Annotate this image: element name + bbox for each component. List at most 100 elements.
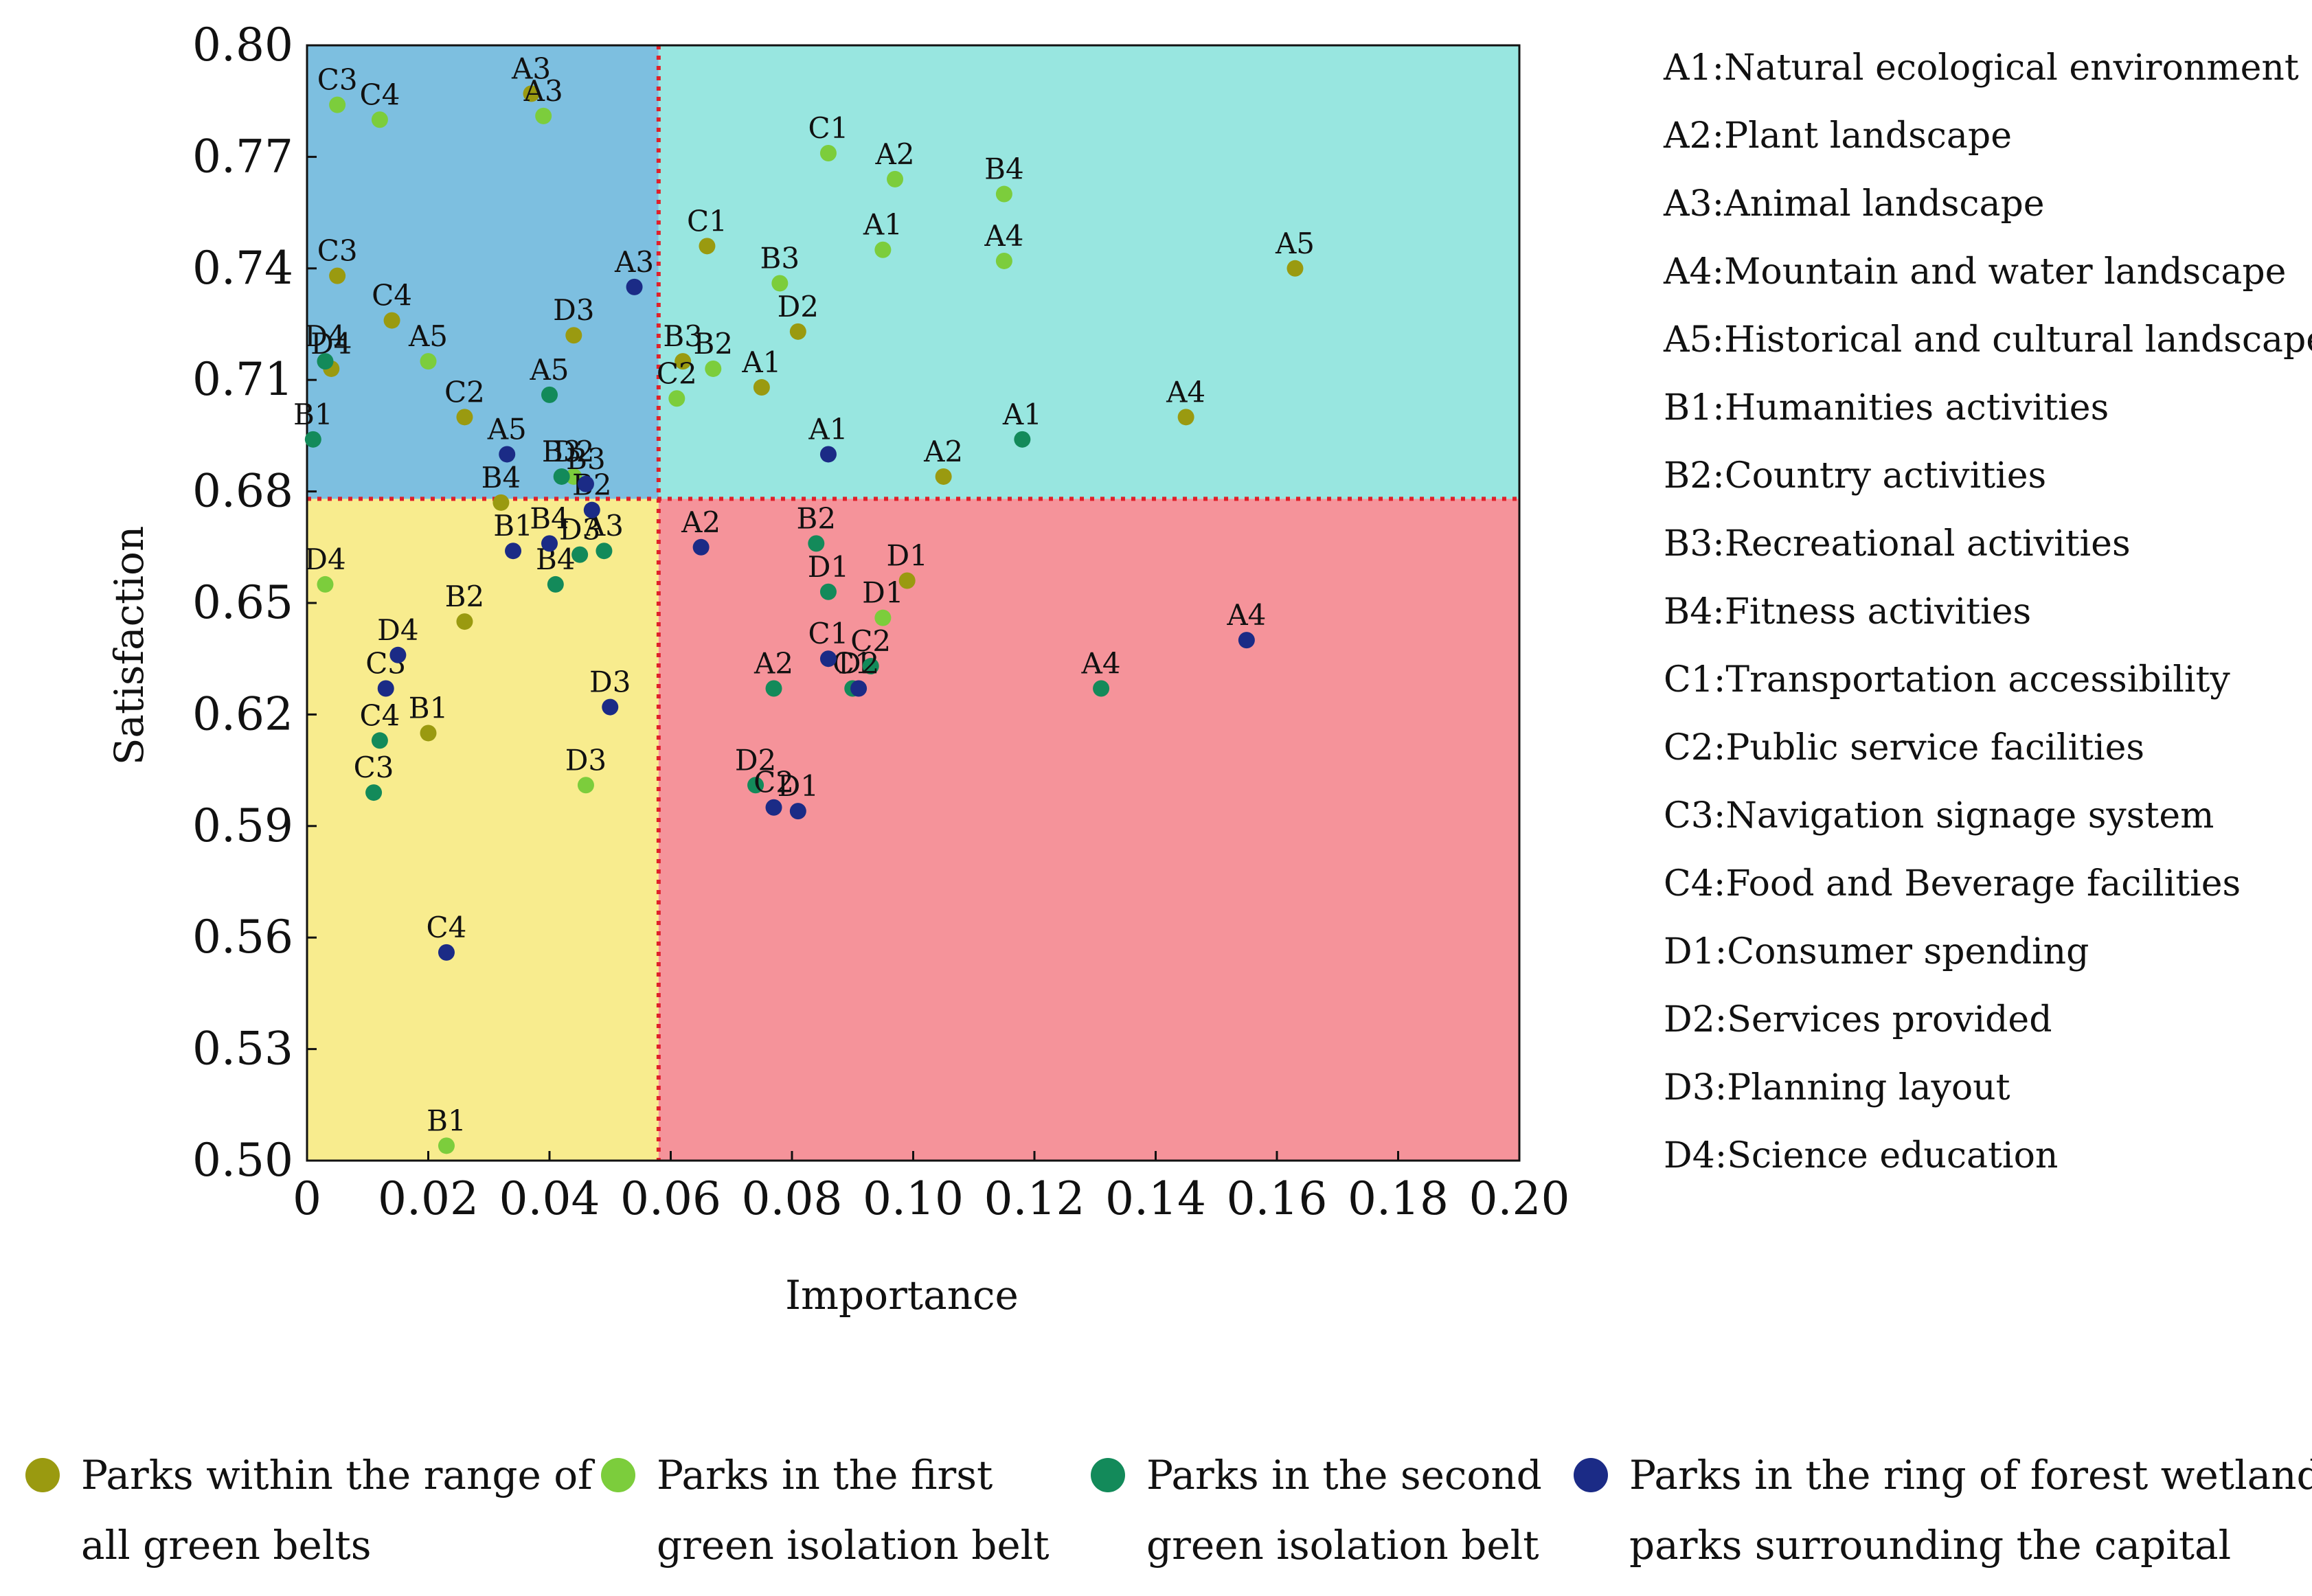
- data-point: [602, 698, 619, 716]
- code-legend: A1:Natural ecological environment A2:Plan…: [1663, 47, 2312, 1176]
- quadrant-top-left: [307, 45, 659, 499]
- data-point-label: B3: [542, 435, 582, 468]
- data-point-label: B4: [984, 152, 1024, 186]
- data-point: [789, 323, 806, 340]
- data-point: [1177, 409, 1194, 426]
- data-point: [771, 275, 789, 292]
- x-tick-label: 0.16: [1227, 1172, 1328, 1225]
- data-point-label: C1: [687, 204, 727, 238]
- data-point: [699, 238, 716, 255]
- data-points: A1A2A3A4A5B1B2B3B4C1C2C3C4D1D2D3D4A1A2A3…: [293, 52, 1315, 1154]
- data-point: [819, 583, 837, 600]
- data-point-label: D2: [778, 290, 819, 323]
- data-point-label: D3: [565, 743, 607, 777]
- y-tick-label: 0.74: [192, 242, 293, 295]
- data-point: [420, 725, 437, 742]
- data-point: [365, 784, 383, 801]
- series-legend-line2: parks surrounding the capital: [1629, 1522, 2231, 1569]
- code-legend-item: C2:Public service facilities: [1664, 727, 2144, 768]
- data-point: [371, 732, 388, 749]
- data-point-label: A5: [487, 412, 527, 446]
- data-point: [995, 185, 1012, 203]
- data-point-label: A2: [753, 647, 793, 681]
- data-point: [765, 680, 782, 697]
- data-point: [1093, 680, 1110, 697]
- data-point-label: D1: [808, 550, 849, 584]
- data-point-label: C3: [354, 751, 394, 784]
- data-point-label: A5: [408, 319, 448, 353]
- data-point: [383, 312, 400, 329]
- code-legend-item: A3:Animal landscape: [1663, 183, 2045, 225]
- data-point-label: A3: [614, 245, 654, 279]
- series-legend-marker: [25, 1458, 60, 1492]
- data-point: [499, 446, 516, 463]
- data-point-label: B3: [566, 442, 606, 476]
- data-point-label: D4: [304, 319, 345, 353]
- data-point: [874, 241, 892, 258]
- y-tick-label: 0.80: [192, 19, 293, 71]
- data-point: [371, 111, 388, 128]
- data-point: [995, 252, 1012, 269]
- data-point: [492, 494, 510, 511]
- code-legend-item: D3:Planning layout: [1664, 1067, 2010, 1108]
- data-point: [668, 390, 685, 407]
- data-point: [523, 85, 540, 102]
- data-point: [438, 1137, 455, 1154]
- series-legend-line1: Parks in the ring of forest wetland: [1629, 1452, 2312, 1498]
- y-tick-label: 0.62: [192, 687, 293, 740]
- data-point: [819, 650, 837, 668]
- y-tick-label: 0.65: [192, 576, 293, 629]
- data-point: [808, 535, 825, 552]
- data-point-label: A2: [923, 435, 963, 468]
- y-tick-label: 0.56: [192, 911, 293, 964]
- code-legend-item: B4:Fitness activities: [1664, 591, 2031, 632]
- data-point-label: D3: [559, 513, 600, 547]
- data-point-label: A4: [1166, 375, 1205, 409]
- data-point-label: C2: [850, 624, 891, 658]
- x-tick-label: 0.20: [1469, 1172, 1570, 1225]
- data-point-label: D4: [310, 327, 352, 361]
- data-point-label: A3: [511, 52, 551, 85]
- data-point: [898, 572, 916, 589]
- data-point-label: B1: [427, 1104, 466, 1137]
- code-legend-item: A4:Mountain and water landscape: [1663, 251, 2286, 293]
- data-point-label: A1: [741, 345, 781, 379]
- series-legend-marker: [1091, 1458, 1125, 1492]
- data-point-label: C3: [317, 63, 358, 97]
- series-legend-line2: all green belts: [81, 1522, 371, 1569]
- code-legend-item: C3:Navigation signage system: [1664, 795, 2214, 836]
- data-point: [541, 535, 558, 552]
- data-point: [317, 353, 334, 370]
- data-point-label: D1: [886, 539, 927, 573]
- data-point: [705, 360, 722, 377]
- series-legend-line1: Parks in the first: [657, 1452, 993, 1498]
- data-point-label: D2: [838, 647, 879, 681]
- series-legend: Parks within the range of all green belts…: [25, 1452, 2312, 1569]
- data-point: [887, 170, 904, 187]
- data-point: [456, 409, 473, 426]
- data-point: [547, 575, 564, 593]
- data-point-label: B3: [663, 319, 703, 353]
- data-point-label: C3: [317, 234, 358, 268]
- data-point: [583, 501, 600, 518]
- data-point-label: B3: [760, 241, 800, 275]
- data-point: [675, 353, 692, 370]
- data-point-label: A1: [863, 208, 903, 242]
- code-legend-item: A5:Historical and cultural landscape: [1663, 319, 2312, 361]
- data-point: [535, 107, 552, 124]
- data-point: [874, 609, 892, 626]
- data-point-label: C2: [753, 766, 794, 799]
- data-point: [389, 646, 407, 663]
- data-point-label: B4: [530, 501, 569, 535]
- data-point: [819, 144, 837, 161]
- x-axis: 0 0.02 0.04 0.06 0.08 0.10 0.12 0.14 0.16 0.18 0.2…: [293, 1151, 1569, 1225]
- x-tick-label: 0.06: [620, 1172, 721, 1225]
- data-point: [577, 777, 594, 794]
- data-point: [377, 680, 394, 697]
- data-point-label: A2: [681, 505, 721, 539]
- series-legend-line1: Parks in the second: [1146, 1452, 1542, 1498]
- data-point: [329, 267, 346, 284]
- code-legend-item: C4:Food and Beverage facilities: [1664, 863, 2241, 904]
- quadrant-top-right: [658, 45, 1519, 499]
- series-legend-line1: Parks within the range of: [81, 1452, 595, 1498]
